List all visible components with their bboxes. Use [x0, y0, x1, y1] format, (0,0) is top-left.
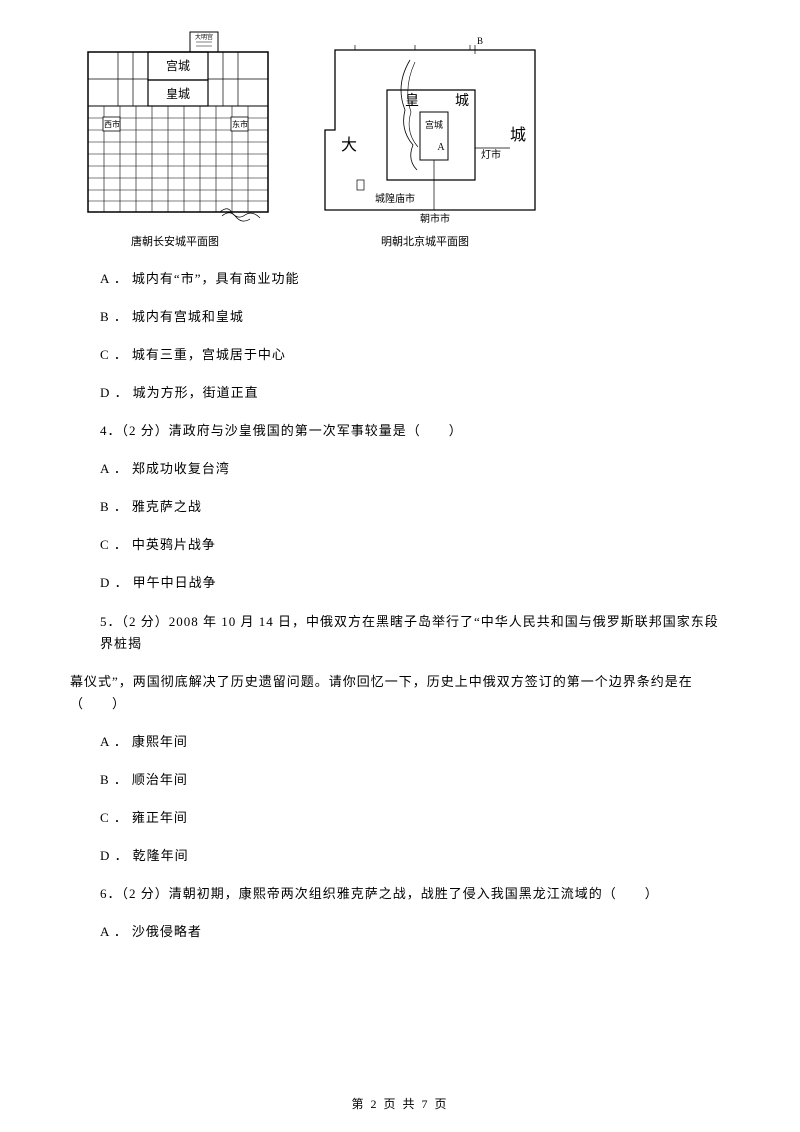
q4-option-a-text: 郑成功收复台湾: [132, 461, 230, 476]
q5-option-d: D ．乾隆年间: [100, 845, 730, 867]
map-tang-changan: 大明宫 宫城 皇城: [70, 30, 280, 252]
label-imp-l: 皇: [405, 93, 419, 109]
label-palace: 宫城: [425, 119, 443, 130]
q5-option-d-text: 乾隆年间: [133, 848, 189, 863]
q6-prompt: 6．（2 分）清朝初期，康熙帝两次组织雅克萨之战，战胜了侵入我国黑龙江流域的（ …: [100, 883, 730, 905]
q5-option-b: B ．顺治年间: [100, 769, 730, 791]
q5-option-c-text: 雍正年间: [132, 810, 188, 825]
q6-option-a-text: 沙俄侵略者: [132, 924, 202, 939]
q6-prefix: 6．（2 分）: [100, 886, 169, 901]
q5-text-1: 2008 年 10 月 14 日，中俄双方在黑瞎子岛举行了“中华人民共和国与俄罗…: [100, 614, 719, 651]
label-huangcheng: 皇城: [166, 87, 190, 101]
q5-prompt-line2: 幕仪式”，两国彻底解决了历史遗留问题。请你回忆一下，历史上中俄双方签订的第一个边…: [70, 671, 730, 715]
label-south: 朝市市: [420, 212, 450, 225]
q3-option-d-text: 城为方形，街道正直: [133, 385, 259, 400]
q4-text: 清政府与沙皇俄国的第一次军事较量是（ ）: [169, 423, 463, 438]
q4-prefix: 4．（2 分）: [100, 423, 169, 438]
q4-option-b: B ．雅克萨之战: [100, 496, 730, 518]
q3-option-b-text: 城内有宫城和皇城: [132, 309, 244, 324]
q3-option-a: A ．城内有“市”，具有商业功能: [100, 268, 730, 290]
q3-option-c: C ．城有三重，宫城居于中心: [100, 344, 730, 366]
q4-option-d-text: 甲午中日战争: [133, 575, 217, 590]
q4-option-b-text: 雅克萨之战: [132, 499, 202, 514]
q4-option-d: D ．甲午中日战争: [100, 572, 730, 594]
q5-prompt-line1: 5．（2 分）2008 年 10 月 14 日，中俄双方在黑瞎子岛举行了“中华人…: [100, 611, 730, 655]
q3-option-d: D ．城为方形，街道正直: [100, 382, 730, 404]
q5-option-a-text: 康熙年间: [132, 734, 188, 749]
q3-option-a-text: 城内有“市”，具有商业功能: [132, 271, 300, 286]
q4-option-a: A ．郑成功收复台湾: [100, 458, 730, 480]
map2-caption: 明朝北京城平面图: [295, 233, 555, 252]
q5-prefix: 5．（2 分）: [100, 614, 169, 629]
q4-option-c: C ．中英鸦片战争: [100, 534, 730, 556]
q6-option-a: A ．沙俄侵略者: [100, 921, 730, 943]
label-imp-r: 城: [455, 93, 469, 109]
label-daminggong: 大明宫: [195, 33, 213, 41]
label-east-market: 东市: [232, 119, 248, 129]
q4-prompt: 4．（2 分）清政府与沙皇俄国的第一次军事较量是（ ）: [100, 420, 730, 442]
q3-option-b: B ．城内有宫城和皇城: [100, 306, 730, 328]
label-lantern: 灯市: [481, 148, 501, 161]
maps-row: 大明宫 宫城 皇城: [70, 30, 730, 252]
q6-text: 清朝初期，康熙帝两次组织雅克萨之战，战胜了侵入我国黑龙江流域的（ ）: [169, 886, 659, 901]
q4-option-c-text: 中英鸦片战争: [132, 537, 216, 552]
q3-option-c-text: 城有三重，宫城居于中心: [132, 347, 286, 362]
q5-option-c: C ．雍正年间: [100, 807, 730, 829]
label-gongcheng: 宫城: [166, 58, 190, 73]
q5-option-b-text: 顺治年间: [132, 772, 188, 787]
label-outer-l: 大: [341, 136, 357, 154]
label-outer-r: 城: [510, 126, 526, 144]
page-footer: 第 2 页 共 7 页: [0, 1094, 800, 1114]
map1-caption: 唐朝长安城平面图: [70, 233, 280, 252]
label-b-marker: B: [477, 36, 483, 46]
label-a-marker: A: [437, 142, 445, 153]
label-temple: 城隍庙市: [375, 192, 415, 205]
q5-option-a: A ．康熙年间: [100, 731, 730, 753]
label-west-market: 西市: [104, 119, 120, 129]
map-ming-beijing: B 大 城 皇 城 宫城 A 灯市 城隍庙市 朝市市: [295, 30, 555, 252]
